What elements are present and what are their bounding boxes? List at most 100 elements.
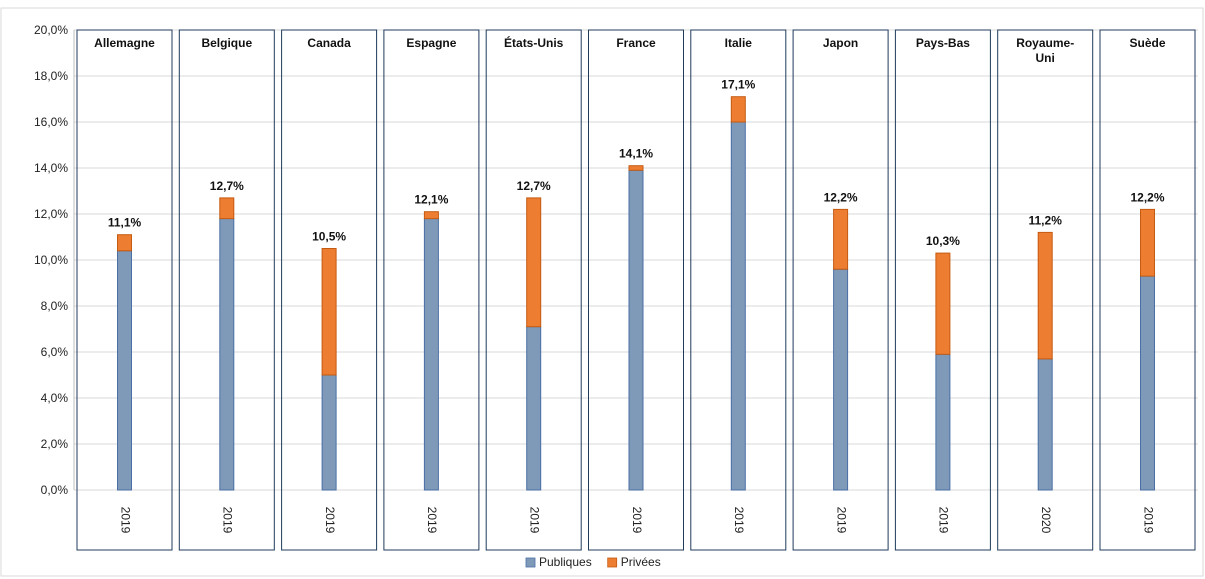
bar-privees [833,208,849,270]
panel-suède: Suède 12,2% 2019 [1099,29,1196,551]
year-label: 2019 [118,507,132,534]
panel-frame [690,29,787,551]
panel-canada: Canada 10,5% 2019 [281,29,378,551]
panel-belgique: Belgique 12,7% 2019 [178,29,275,551]
y-tick-label: 14,0% [34,161,68,175]
panel-frame [792,29,889,551]
bar-publiques [117,250,132,491]
panel-japon: Japon 12,2% 2019 [792,29,889,551]
panel-italie: Italie 17,1% 2019 [690,29,787,551]
bar-publiques [423,218,439,491]
legend: Publiques Privées [525,555,661,569]
year-label: 2019 [323,507,337,534]
total-data-label: 10,5% [312,230,346,244]
panel-frame [588,29,684,551]
bar-privees [117,234,132,252]
panel-title: Allemagne [94,36,155,50]
legend-item-publiques: Publiques [525,555,592,569]
total-data-label: 11,1% [108,216,142,230]
bar-publiques [1140,275,1155,491]
panel-frame [485,29,582,551]
panel-frame [178,29,275,551]
panel-title: Italie [725,36,753,50]
panel-espagne: Espagne 12,1% 2019 [383,29,480,551]
panel-frame [383,29,480,551]
panel-title: Suède [1129,36,1165,50]
panel-title: France [616,36,656,50]
bar-privees [730,96,746,123]
year-label: 2019 [528,507,542,534]
panel-frame [281,29,378,551]
bar-privees [526,197,542,328]
bar-publiques [321,374,337,491]
legend-swatch [607,557,618,568]
legend-swatch [525,557,536,568]
y-tick-label: 16,0% [34,115,68,129]
panel-pays-bas: Pays-Bas 10,3% 2019 [894,29,991,551]
bar-publiques [219,218,235,491]
panel-title: Japon [823,36,858,50]
total-data-label: 12,7% [210,179,244,193]
y-axis-ticks: 0,0% 2,0% 4,0% 6,0% 8,0% 10,0% 12,0% 14,0% 16,0%… [34,23,68,497]
total-data-label: 17,1% [721,78,755,92]
total-data-label: 12,1% [414,193,448,207]
panel-frame [76,29,173,551]
panel-frame [1099,29,1196,551]
bar-privees [628,165,644,171]
total-data-label: 10,3% [926,234,960,248]
panel-états-unis: États-Unis 12,7% 2019 [485,29,582,551]
panel-frame [997,29,1094,551]
panel-title: Canada [307,36,351,50]
bar-privees [321,248,337,376]
bar-publiques [833,268,849,491]
bar-publiques [628,169,644,491]
total-data-label: 12,2% [824,190,858,204]
bar-publiques [935,353,951,491]
total-data-label: 11,2% [1029,213,1063,227]
y-tick-label: 4,0% [41,391,69,405]
y-tick-label: 0,0% [41,483,69,497]
y-tick-label: 20,0% [34,23,68,37]
panel-title: États-Unis [504,35,564,50]
panel-france: France 14,1% 2019 [588,29,684,551]
bar-privees [935,252,951,355]
total-data-label: 14,1% [619,147,653,161]
bar-publiques [526,326,542,491]
panel-title: Espagne [406,36,456,50]
legend-label: Privées [621,555,661,569]
panel-title: Uni [1036,51,1055,65]
panel-allemagne: Allemagne 11,1% 2019 [76,29,173,551]
year-label: 2020 [1039,507,1053,534]
legend-item-privees: Privées [607,555,661,569]
bar-privees [1140,208,1155,277]
bar-privees [1037,231,1053,360]
y-tick-label: 18,0% [34,69,68,83]
y-tick-label: 8,0% [41,299,69,313]
total-data-label: 12,7% [517,179,551,193]
year-label: 2019 [937,507,951,534]
y-tick-label: 6,0% [41,345,69,359]
country-panels: Allemagne11,1%2019Belgique12,7%2019Canad… [76,29,1196,551]
panel-title: Belgique [201,36,252,50]
chart-frame [0,7,1204,577]
legend-label: Publiques [539,555,592,569]
total-data-label: 12,2% [1130,190,1164,204]
year-label: 2019 [425,507,439,534]
y-tick-label: 10,0% [34,253,68,267]
bar-privees [219,197,235,220]
bar-publiques [1037,358,1053,491]
bar-publiques [730,121,746,491]
year-label: 2019 [1141,507,1155,534]
panel-frame [894,29,991,551]
y-tick-label: 2,0% [41,437,69,451]
panel-title: Pays-Bas [916,36,970,50]
panel-royaume-uni: Royaume-Uni 11,2% 2020 [997,29,1094,551]
year-label: 2019 [630,507,644,534]
year-label: 2019 [221,507,235,534]
panel-title: Royaume- [1016,36,1074,50]
bar-privees [423,211,439,220]
year-label: 2019 [834,507,848,534]
y-tick-label: 12,0% [34,207,68,221]
